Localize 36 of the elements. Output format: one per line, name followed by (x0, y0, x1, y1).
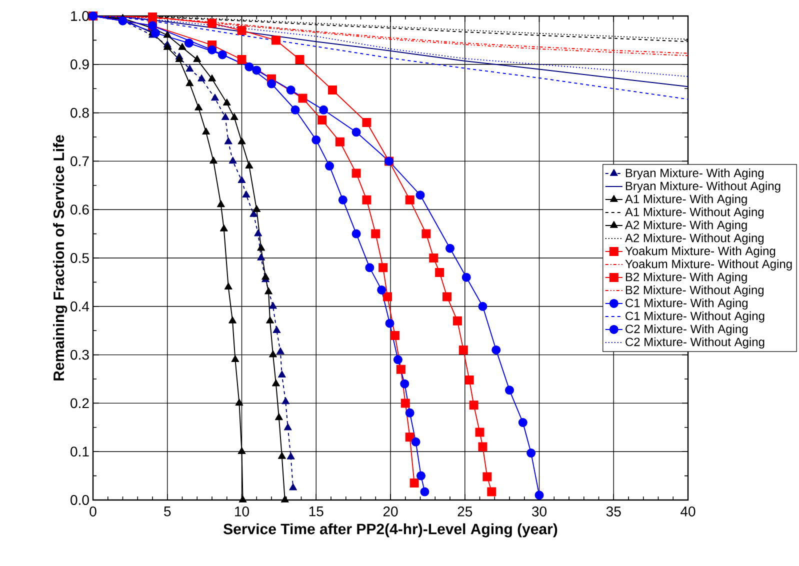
y-tick-label: 0.7 (70, 156, 89, 166)
legend-label: A1 Mixture- With Aging (624, 194, 747, 206)
legend-label: Yoakum Mixture- Without Aging (625, 259, 792, 271)
legend-label: A1 Mixture- Without Aging (624, 207, 764, 219)
x-tick-label: 20 (383, 506, 398, 516)
y-tick-label: 0.2 (70, 398, 89, 408)
x-tick-label: 5 (164, 506, 171, 516)
x-tick-label: 35 (606, 506, 621, 516)
legend-label: C2 Mixture- With Aging (626, 324, 748, 336)
y-tick-label: 0.6 (70, 204, 89, 215)
legend-label: A2 Mixture- Without Aging (624, 233, 764, 245)
y-tick-label: 0.5 (70, 253, 89, 263)
x-tick-label: 15 (309, 506, 324, 516)
legend-label: C1 Mixture- Without Aging (626, 311, 764, 323)
x-tick-label: 30 (532, 506, 546, 516)
legend-label: Bryan Mixture- Without Aging (626, 181, 780, 193)
y-tick-label: 0.0 (70, 495, 89, 505)
legend-label: Bryan Mixture- With Aging (626, 168, 764, 180)
legend-label: C2 Mixture- Without Aging (626, 337, 764, 349)
legend-label: B2 Mixture- With Aging (626, 272, 747, 284)
y-axis-title: Remaining Fraction of Service Life (53, 135, 68, 380)
legend-label: C1 Mixture- With Aging (626, 298, 748, 310)
x-tick-label: 40 (680, 506, 696, 516)
x-tick-label: 25 (458, 506, 472, 516)
x-tick-label: 10 (235, 506, 249, 516)
y-tick-label: 1.0 (71, 11, 89, 21)
legend-label: A2 Mixture- With Aging (624, 220, 747, 232)
y-tick-label: 0.1 (70, 446, 89, 457)
y-tick-label: 0.8 (70, 108, 89, 118)
x-axis-title: Service Time after PP2(4-hr)-Level Aging (year) (224, 523, 558, 538)
y-tick-label: 0.3 (70, 350, 89, 360)
x-tick-label: 0 (90, 506, 96, 516)
legend-label: B2 Mixture- Without Aging (626, 285, 764, 297)
y-tick-label: 0.9 (70, 59, 89, 70)
legend-label: Yoakum Mixture- With Aging (625, 246, 776, 258)
y-tick-label: 0.4 (70, 301, 90, 312)
